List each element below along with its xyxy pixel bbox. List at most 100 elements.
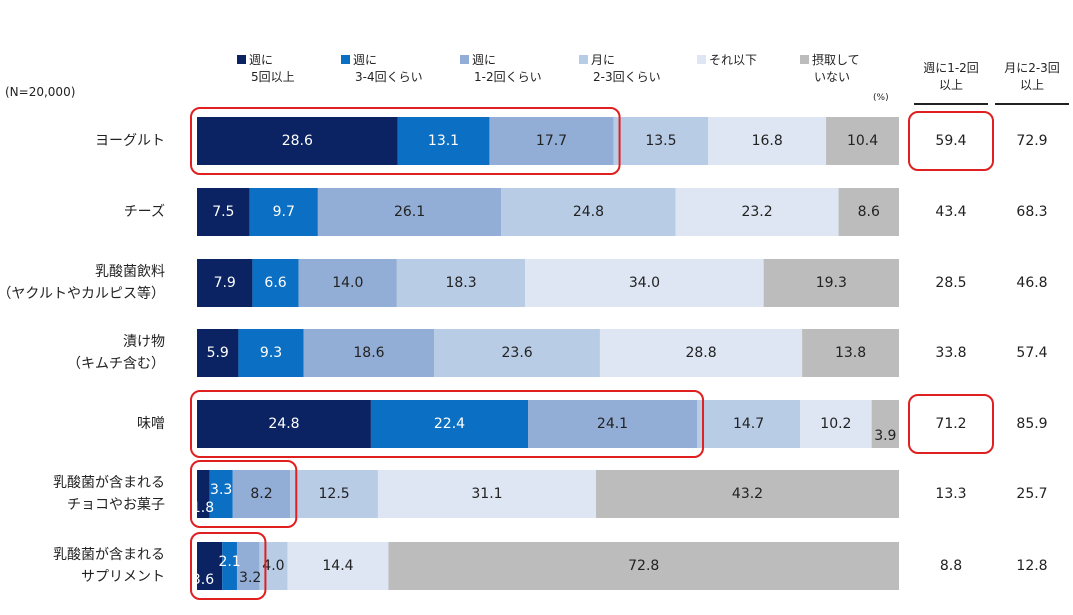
data-label: 7.9 — [214, 275, 236, 291]
legend-label-line2: 5回以上 — [251, 70, 295, 84]
category-label: チーズ — [124, 204, 165, 220]
category-label: ヨーグルト — [95, 133, 165, 149]
summary-header-line1: 週に1-2回 — [923, 61, 979, 75]
legend-swatch — [237, 55, 246, 64]
sample-size-label: (N=20,000) — [5, 85, 76, 99]
bar-segment — [697, 400, 801, 448]
summary-value: 71.2 — [935, 416, 966, 432]
data-label: 72.8 — [628, 558, 659, 574]
bar-segment — [317, 188, 502, 236]
legend-swatch — [460, 55, 469, 64]
summary-header-line1: 月に2-3回 — [1004, 61, 1060, 75]
legend-label-line1: それ以下 — [709, 53, 758, 67]
data-label: 26.1 — [394, 204, 425, 220]
summary-value: 28.5 — [935, 275, 966, 291]
category-label: 乳酸菌飲料 — [95, 264, 165, 280]
bar-segment — [238, 329, 304, 377]
bar-segment — [434, 329, 600, 377]
data-label: 24.8 — [573, 204, 604, 220]
data-label: 5.9 — [207, 345, 229, 361]
bar-segment — [290, 470, 378, 518]
category-label: 漬け物 — [123, 334, 165, 350]
bar-segment — [826, 117, 899, 165]
unit-label: (%) — [873, 93, 889, 103]
bar-segment — [489, 117, 614, 165]
highlight-box — [190, 107, 621, 175]
category-label: 乳酸菌が含まれる — [53, 547, 165, 563]
summary-header-line2: 以上 — [1019, 78, 1044, 92]
summary-value: 12.8 — [1016, 558, 1047, 574]
data-label: 24.1 — [597, 416, 628, 432]
data-label: 8.2 — [250, 486, 272, 502]
highlight-box — [190, 460, 298, 528]
data-label: 18.6 — [353, 345, 384, 361]
data-label: 2.1 — [218, 554, 240, 570]
bar-segment — [599, 329, 803, 377]
data-label: 19.3 — [816, 275, 847, 291]
legend-item-3-4-week: 週に 3-4回くらい — [341, 52, 423, 86]
highlight-box — [908, 394, 994, 454]
data-label: 6.6 — [264, 275, 286, 291]
data-label: 14.0 — [332, 275, 363, 291]
data-label: 28.6 — [282, 133, 313, 149]
category-label: 乳酸菌が含まれる — [53, 475, 165, 491]
category-label: （キムチ含む） — [67, 356, 165, 372]
bar-segment — [613, 117, 709, 165]
summary-value: 72.9 — [1016, 133, 1047, 149]
bar-segment — [197, 329, 239, 377]
data-label: 8.6 — [858, 204, 880, 220]
data-label: 13.5 — [645, 133, 676, 149]
summary-header-underline — [914, 103, 988, 105]
bar-segment — [197, 188, 250, 236]
legend-swatch — [697, 55, 706, 64]
bar-segment — [298, 259, 397, 307]
data-label: 9.3 — [260, 345, 282, 361]
data-label: 18.3 — [445, 275, 476, 291]
summary-value: 59.4 — [935, 133, 966, 149]
bar-segment — [377, 470, 597, 518]
highlight-box — [190, 532, 267, 600]
data-label: 43.2 — [732, 486, 763, 502]
legend-item-1-2-week: 週に 1-2回くらい — [460, 52, 542, 86]
legend-label-line1: 月に — [591, 53, 616, 67]
bar-segment — [388, 542, 899, 590]
legend-swatch — [341, 55, 350, 64]
legend-swatch — [800, 55, 809, 64]
bar-segment — [197, 470, 210, 518]
legend-item-5plus-week: 週に 5回以上 — [237, 52, 295, 86]
category-label: 味噌 — [137, 416, 165, 432]
bar-segment — [596, 470, 899, 518]
legend-label-line1: 摂取して — [812, 53, 860, 67]
summary-value: 46.8 — [1016, 275, 1047, 291]
data-label: 12.5 — [319, 486, 350, 502]
data-label: 28.8 — [685, 345, 716, 361]
bar-segment — [287, 542, 389, 590]
category-label: （ヤクルトやカルピス等） — [0, 285, 165, 302]
summary-header-monthly: 月に2-3回 以上 — [995, 60, 1069, 94]
legend-item-2-3-month: 月に 2-3回くらい — [579, 52, 661, 86]
bar-segment — [197, 259, 253, 307]
summary-value: 13.3 — [935, 486, 966, 502]
data-label: 13.8 — [835, 345, 866, 361]
category-label: サプリメント — [81, 569, 165, 585]
legend-label-line1: 週に — [472, 53, 497, 67]
legend-label-line1: 週に — [353, 53, 378, 67]
category-label: チョコやお菓子 — [67, 497, 165, 513]
data-label: 23.2 — [741, 204, 772, 220]
bar-segment — [396, 259, 526, 307]
legend-item-none: 摂取して いない — [800, 52, 860, 86]
bar-segment — [303, 329, 435, 377]
bar-segment — [232, 470, 291, 518]
data-label: 3.6 — [192, 572, 214, 588]
data-label: 17.7 — [536, 133, 567, 149]
summary-value: 85.9 — [1016, 416, 1047, 432]
bar-segment — [252, 259, 299, 307]
bar-segment — [397, 117, 490, 165]
bar-segment — [197, 542, 223, 590]
legend-label-line2: 2-3回くらい — [593, 70, 661, 84]
data-label: 14.4 — [322, 558, 353, 574]
data-label: 9.7 — [273, 204, 295, 220]
summary-header-weekly: 週に1-2回 以上 — [914, 60, 988, 94]
legend-label-line1: 週に — [249, 53, 274, 67]
legend-label-line2: 1-2回くらい — [474, 70, 542, 84]
